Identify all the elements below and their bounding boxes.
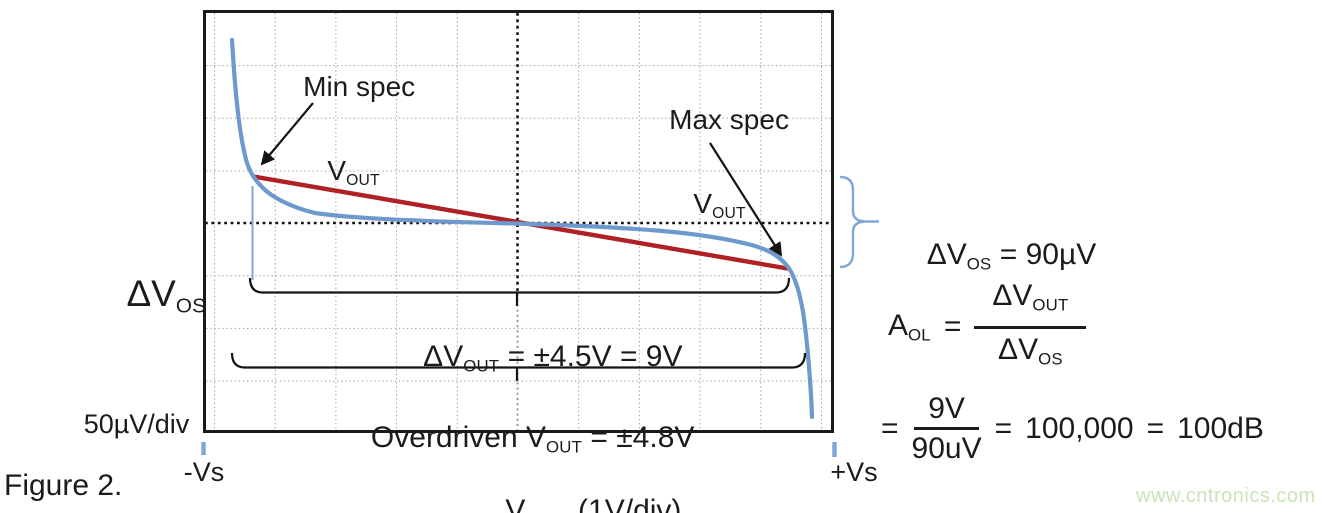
aol-result-equation: = 9V 90uV = 100,000 = 100dB <box>881 393 1264 464</box>
result-numerator: 9V <box>914 393 979 430</box>
result-db-value: 100dB <box>1177 411 1264 445</box>
overdriven-annotation: Overdriven VOUT = ±4.8V <box>330 387 702 491</box>
aol-definition-equation: AOL = ΔVOUT ΔVOS <box>888 277 1087 378</box>
watermark: www.cntronics.com <box>1136 485 1316 507</box>
min-spec-arrow <box>260 102 314 166</box>
x-axis-scale: (1V/div) <box>561 494 682 513</box>
max-spec-text: Max spec <box>669 104 789 135</box>
delta-vout-bracket <box>248 277 791 294</box>
x-axis-symbol: V <box>505 494 526 513</box>
dvos-sub: OS <box>966 254 992 274</box>
x-axis-neg-vs: -Vs <box>183 457 225 487</box>
aol-transfer-curve <box>229 37 815 420</box>
dvos-brace <box>839 175 867 269</box>
aol-lhs: AOL <box>888 309 931 345</box>
result-equals-2: = <box>994 411 1013 445</box>
max-spec-vout: V <box>693 188 713 219</box>
aol-symbol: A <box>888 309 909 343</box>
result-denominator: 90uV <box>911 432 982 465</box>
min-spec-label: Min spec VOUT <box>272 24 415 244</box>
y-axis-scale: 50µV/div <box>83 408 190 439</box>
x-axis-symbol-sub: OUT <box>525 510 561 513</box>
aol-den-pre: ΔV <box>998 333 1039 367</box>
delta-vout-annotation: ΔVOUT = ±4.5V = 9V <box>382 306 692 410</box>
overdriven-sub: OUT <box>546 437 583 457</box>
aol-den-sub: OS <box>1038 349 1063 369</box>
aol-denominator: ΔVOS <box>998 329 1063 377</box>
min-spec-text: Min spec <box>303 71 416 102</box>
result-equals-3: = <box>1146 411 1165 445</box>
x-axis-label: VOUT (1V/div) <box>472 460 681 513</box>
plot-frame <box>203 10 834 433</box>
delta-vout-pre: ΔV <box>423 340 464 373</box>
aol-numerator: ΔVOUT <box>974 277 1087 330</box>
delta-vout-value: = ±4.5V = 9V <box>499 340 683 373</box>
result-fraction: 9V 90uV <box>912 393 982 464</box>
aol-fraction: ΔVOUT ΔVOS <box>974 277 1087 378</box>
max-spec-vout-sub: OUT <box>712 205 746 223</box>
aol-num-sub: OUT <box>1032 295 1069 315</box>
min-spec-vout-sub: OUT <box>346 172 380 190</box>
x-axis-pos-vs: +Vs <box>830 457 878 487</box>
figure-caption: Figure 2. <box>4 469 123 502</box>
result-equals-1: = <box>881 411 899 445</box>
delta-vout-sub: OUT <box>463 356 500 376</box>
result-gain-value: 100,000 <box>1025 411 1134 445</box>
overdriven-value: = ±4.8V <box>582 421 695 454</box>
y-axis-symbol: ΔV <box>126 273 176 314</box>
y-axis-label: ΔVOS 50µV/div <box>55 192 218 475</box>
overdriven-bracket <box>230 352 807 369</box>
dvos-equation: ΔVOS = 90µV <box>895 204 1097 308</box>
max-spec-arrow <box>709 142 783 257</box>
overdriven-pre: Overdriven V <box>370 421 546 454</box>
min-spec-vout: V <box>327 155 347 186</box>
aol-equals: = <box>943 310 962 344</box>
dvos-pre: ΔV <box>926 238 967 271</box>
max-spec-label: Max spec VOUT <box>638 57 789 277</box>
aol-num-pre: ΔV <box>992 279 1033 312</box>
y-axis-symbol-sub: OS <box>175 294 207 318</box>
dvos-value: = 90µV <box>991 238 1097 271</box>
aol-symbol-sub: OL <box>908 325 931 345</box>
